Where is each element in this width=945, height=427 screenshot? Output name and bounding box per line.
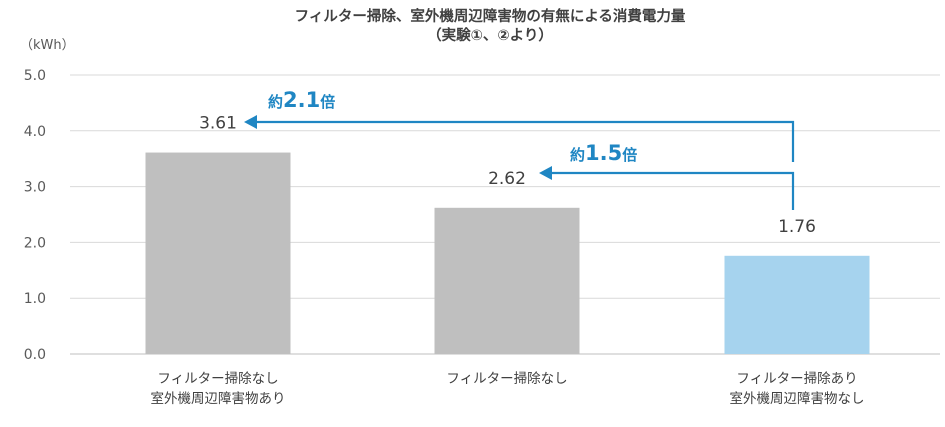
bar xyxy=(145,152,291,354)
y-tick-label: 2.0 xyxy=(24,235,46,251)
comparison-arrow xyxy=(551,171,795,210)
y-tick-label: 1.0 xyxy=(24,291,46,307)
chart-title-line1: フィルター掃除、室外機周辺障害物の有無による消費電力量 xyxy=(295,7,686,25)
data-label: 1.76 xyxy=(778,217,816,237)
bar xyxy=(434,207,580,354)
y-axis-unit-label: （kWh） xyxy=(20,38,75,53)
y-tick-label: 5.0 xyxy=(24,68,46,84)
y-tick-label: 4.0 xyxy=(24,124,46,140)
comparison-annotation: 約2.1倍 xyxy=(268,88,335,112)
data-label: 3.61 xyxy=(199,114,237,134)
x-category-label: フィルター掃除あり xyxy=(736,370,857,387)
x-category-label: フィルター掃除なし xyxy=(446,370,567,387)
bar xyxy=(724,255,870,354)
x-category-label: 室外機周辺障害物あり xyxy=(151,390,286,407)
data-label: 2.62 xyxy=(488,169,526,189)
arrowhead xyxy=(539,166,552,180)
chart-title-line2: （実験①、②より） xyxy=(427,26,553,44)
comparison-arrow xyxy=(256,120,795,162)
x-category-label: 室外機周辺障害物なし xyxy=(730,390,865,407)
y-tick-label: 0.0 xyxy=(24,347,46,363)
arrowhead xyxy=(244,115,257,129)
y-tick-label: 3.0 xyxy=(24,180,46,196)
comparison-annotation: 約1.5倍 xyxy=(570,141,637,165)
x-category-label: フィルター掃除なし xyxy=(157,370,278,387)
